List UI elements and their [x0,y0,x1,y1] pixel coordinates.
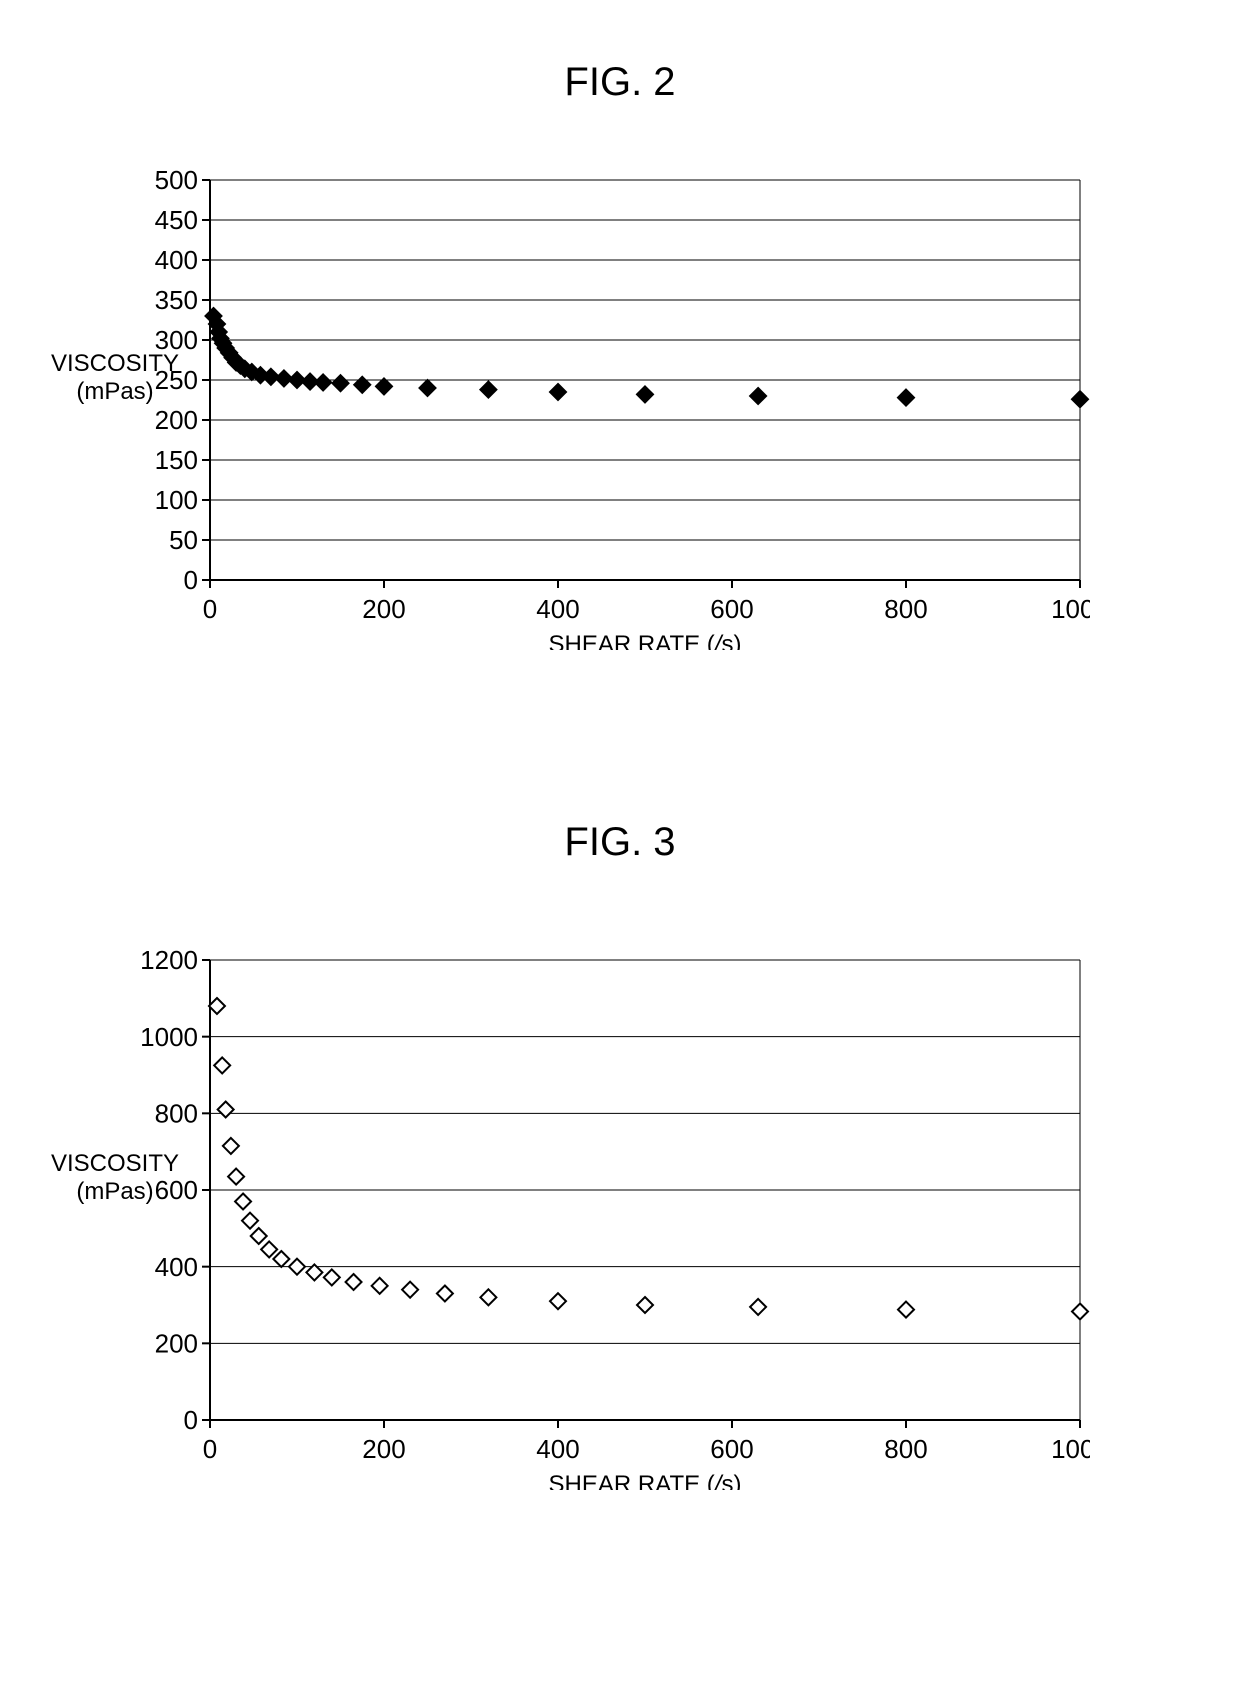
fig3-chart: 0 200 400 600 800 1000 1200 0 200 400 600 800 1000 SH… [140,950,1090,1490]
fig3-svg: 0 200 400 600 800 1000 1200 0 200 400 600 800 1000 SH… [140,950,1090,1490]
fig2-y-tick-label: 200 [155,405,198,435]
fig3-x-tick-label: 200 [362,1434,405,1464]
fig2-y-tick-label: 50 [169,525,198,555]
fig2-y-tick-label: 500 [155,170,198,195]
fig2-x-tick-label: 400 [536,594,579,624]
fig3-x-tick-label: 400 [536,1434,579,1464]
fig2-x-tick-label: 600 [710,594,753,624]
fig3-y-tick-label: 1000 [140,1022,198,1052]
fig2-y-tick-label: 450 [155,205,198,235]
fig2-chart: 0 50 100 150 200 250 300 350 400 450 500 0 200 400 600… [140,170,1090,650]
fig3-x-tick-label: 0 [203,1434,217,1464]
page: FIG. 2 VISCOSITY (mPas) 0501001502002503… [0,0,1240,1683]
fig3-x-axis-label: SHEAR RATE (/s) [549,1471,742,1490]
fig2-y-tick-label: 100 [155,485,198,515]
fig2-y-tick-label: 400 [155,245,198,275]
fig3-y-tick-label: 800 [155,1098,198,1128]
fig3-y-tick-label: 0 [184,1405,198,1435]
fig3-x-tick-label: 600 [710,1434,753,1464]
fig2-x-tick-label: 0 [203,594,217,624]
fig2-y-tick-label: 350 [155,285,198,315]
fig2-y-tick-label: 0 [184,565,198,595]
fig2-y-tick-label: 250 [155,365,198,395]
fig2-title: FIG. 2 [0,60,1240,105]
fig2-x-tick-label: 800 [884,594,927,624]
fig2-x-tick-label: 200 [362,594,405,624]
fig2-y-tick-label: 300 [155,325,198,355]
fig3-title: FIG. 3 [0,820,1240,865]
fig3-x-tick-label: 800 [884,1434,927,1464]
fig2-svg: 0 50 100 150 200 250 300 350 400 450 500 0 200 400 600… [140,170,1090,650]
fig3-x-tick-label: 1000 [1051,1434,1090,1464]
fig2-x-tick-label: 1000 [1051,594,1090,624]
fig3-y-tick-label: 400 [155,1252,198,1282]
fig3-y-tick-label: 600 [155,1175,198,1205]
fig3-y-tick-label: 1200 [140,950,198,975]
fig2-y-tick-label: 150 [155,445,198,475]
fig2-x-axis-label: SHEAR RATE (/s) [549,631,742,650]
fig3-y-tick-label: 200 [155,1328,198,1358]
